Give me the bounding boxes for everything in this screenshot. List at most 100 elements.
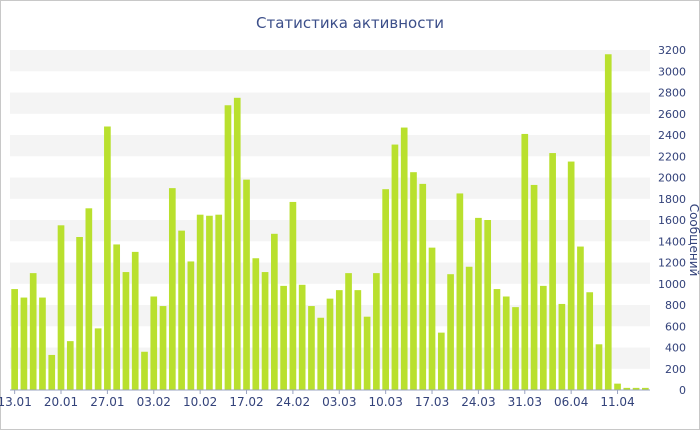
y-axis-label: Сообщений xyxy=(687,204,700,277)
x-tick-label: 03.03 xyxy=(322,395,356,409)
bar xyxy=(382,189,389,390)
x-tick-label: 20.01 xyxy=(44,395,78,409)
x-tick-label: 10.03 xyxy=(368,395,402,409)
bar xyxy=(428,247,436,391)
bar xyxy=(243,179,250,391)
y-tick-label: 2800 xyxy=(658,87,686,100)
x-tick-label: 06.04 xyxy=(554,395,588,409)
bar xyxy=(20,297,28,390)
bar xyxy=(484,220,492,390)
bar xyxy=(447,274,454,390)
bar xyxy=(530,184,538,390)
y-tick-label: 2200 xyxy=(658,150,686,163)
bar xyxy=(66,341,74,391)
x-tick-label: 10.02 xyxy=(183,395,217,409)
y-tick-label: 200 xyxy=(665,363,686,376)
bar xyxy=(335,290,343,391)
bar xyxy=(400,127,408,390)
x-tick-label: 13.01 xyxy=(0,395,32,409)
y-tick-label: 2400 xyxy=(658,129,686,142)
bars xyxy=(11,54,649,391)
bar xyxy=(373,273,380,391)
bar xyxy=(141,351,148,390)
bar xyxy=(475,217,482,391)
bar xyxy=(215,214,223,390)
y-tick-label: 800 xyxy=(665,299,686,312)
grid-band xyxy=(10,92,650,114)
bar xyxy=(437,332,445,391)
y-tick-label: 0 xyxy=(679,384,686,397)
bar xyxy=(345,273,352,391)
bar xyxy=(363,316,371,390)
y-tick-label: 1200 xyxy=(658,257,686,270)
bar xyxy=(233,97,241,390)
bar xyxy=(168,188,176,391)
bar xyxy=(187,261,195,390)
bar xyxy=(122,272,130,390)
bar xyxy=(632,387,640,391)
x-tick-label: 17.02 xyxy=(229,395,263,409)
y-tick-label: 3200 xyxy=(658,44,686,57)
bar xyxy=(577,246,584,390)
y-ticks: 0 200 400 600 800 1000 1200 1400 1600 1800 2000 220… xyxy=(658,44,686,397)
bar xyxy=(465,266,473,390)
bar xyxy=(178,230,185,391)
bar xyxy=(512,307,519,391)
x-tick-label: 17.03 xyxy=(415,395,449,409)
bar xyxy=(113,244,121,390)
y-tick-label: 2000 xyxy=(658,172,686,185)
bar xyxy=(271,233,278,390)
bar xyxy=(48,354,56,390)
bar xyxy=(131,251,139,391)
bar xyxy=(57,225,65,390)
bar xyxy=(261,272,269,390)
bar xyxy=(29,273,37,391)
y-tick-label: 1000 xyxy=(658,278,686,291)
bar xyxy=(614,383,621,391)
bar xyxy=(39,297,46,390)
y-tick-label: 2600 xyxy=(658,108,686,121)
bar xyxy=(150,296,158,390)
bar xyxy=(206,215,213,390)
x-tick-label: 11.04 xyxy=(600,395,634,409)
y-tick-label: 3000 xyxy=(658,65,686,78)
bar xyxy=(224,105,232,390)
bar xyxy=(11,289,18,390)
bar xyxy=(76,237,83,390)
bar xyxy=(298,284,306,390)
bar xyxy=(391,144,399,390)
x-tick-label: 24.03 xyxy=(461,395,495,409)
x-tick-label: 03.02 xyxy=(137,395,171,409)
y-tick-label: 400 xyxy=(665,342,686,355)
bar xyxy=(94,328,102,391)
y-tick-label: 600 xyxy=(665,320,686,333)
bar xyxy=(539,285,547,391)
chart-title: Статистика активности xyxy=(256,14,444,32)
x-ticks: 13.01 20.01 27.01 03.02 10.02 17.02 24.02 03.03… xyxy=(0,390,635,409)
x-tick-label: 27.01 xyxy=(90,395,124,409)
y-tick-label: 1600 xyxy=(658,214,686,227)
bar xyxy=(326,298,334,391)
bar xyxy=(104,126,111,390)
bar xyxy=(567,161,575,390)
bar xyxy=(289,201,297,390)
bar xyxy=(317,317,325,390)
bar xyxy=(549,153,556,390)
bar xyxy=(558,303,566,390)
bar xyxy=(595,344,603,390)
bar xyxy=(196,214,204,390)
bar xyxy=(85,208,93,390)
grid-band xyxy=(10,50,650,72)
y-tick-label: 1400 xyxy=(658,235,686,248)
bar xyxy=(586,292,594,390)
x-tick-label: 24.02 xyxy=(276,395,310,409)
y-tick-label: 1800 xyxy=(658,193,686,206)
bar xyxy=(252,258,260,390)
grid-band xyxy=(10,135,650,157)
bar xyxy=(456,193,464,390)
bar xyxy=(502,296,510,390)
bar xyxy=(354,290,362,391)
bar xyxy=(410,172,417,390)
bar xyxy=(623,387,631,391)
